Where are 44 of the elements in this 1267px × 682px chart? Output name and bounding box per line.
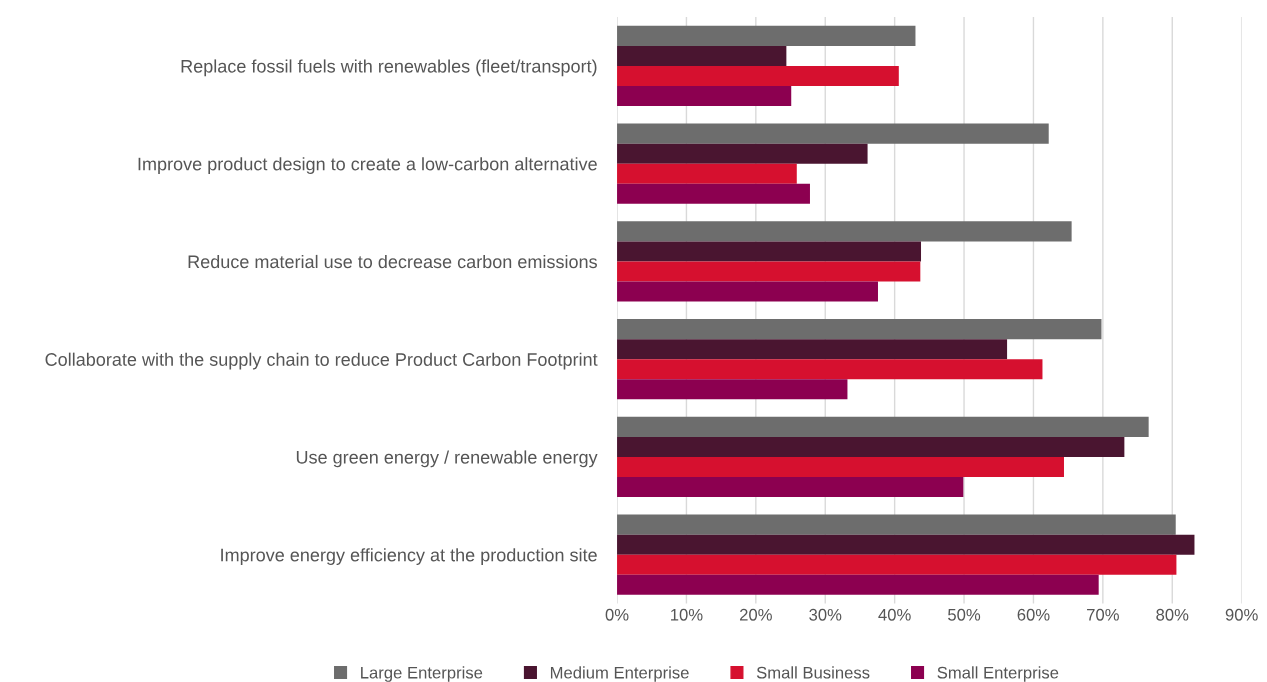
- y-tick-label: Improve product design to create a low-carbon alternative: [138, 157, 597, 174]
- legend-label: Large Enterprise: [361, 666, 483, 682]
- x-tick-label: 40%: [878, 608, 911, 621]
- bar: [617, 143, 868, 164]
- bar: [617, 25, 916, 46]
- legend-label: Small Enterprise: [937, 666, 1059, 682]
- bar: [617, 163, 797, 184]
- x-tick-label: 90%: [1225, 608, 1258, 621]
- bar: [617, 456, 1064, 477]
- x-tick-label: 10%: [671, 608, 703, 621]
- x-tick-label: 80%: [1156, 608, 1189, 621]
- bar: [617, 574, 1099, 595]
- bar: [617, 45, 787, 66]
- y-tick-label: Improve energy efficiency at the production site: [221, 548, 597, 565]
- legend-label: Small Business: [756, 666, 870, 679]
- y-tick-label: Replace fossil fuels with renewables (fleet/transport): [181, 59, 597, 77]
- x-tick-label: 70%: [1087, 608, 1119, 621]
- legend-label: Medium Enterprise: [550, 666, 689, 682]
- bar: [617, 554, 1177, 575]
- bar: [617, 281, 878, 302]
- bar: [617, 261, 921, 282]
- bar: [617, 514, 1176, 535]
- bar: [617, 416, 1149, 437]
- x-tick-label: 60%: [1017, 608, 1050, 621]
- bar: [617, 241, 922, 262]
- x-tick-label: 50%: [948, 608, 981, 621]
- x-tick-label: 30%: [809, 608, 842, 621]
- bar: [617, 534, 1195, 555]
- bar: [617, 339, 1008, 360]
- bar: [617, 436, 1125, 457]
- bar: [617, 359, 1043, 380]
- bar: [617, 123, 1049, 144]
- bar: [617, 221, 1072, 242]
- y-tick-label: Reduce material use to decrease carbon emissions: [188, 254, 597, 269]
- bar: [617, 476, 964, 498]
- y-tick-label: Use green energy / renewable energy: [296, 450, 598, 468]
- x-tick-label: 0%: [605, 608, 629, 621]
- x-tick-label: 20%: [740, 608, 772, 621]
- bar: [617, 85, 792, 107]
- bar: [617, 379, 848, 400]
- bar: [617, 65, 899, 86]
- bar: [617, 183, 810, 204]
- bar: [617, 319, 1102, 340]
- y-tick-label: Collaborate with the supply chain to reduce Product Carbon Footprint: [45, 352, 598, 370]
